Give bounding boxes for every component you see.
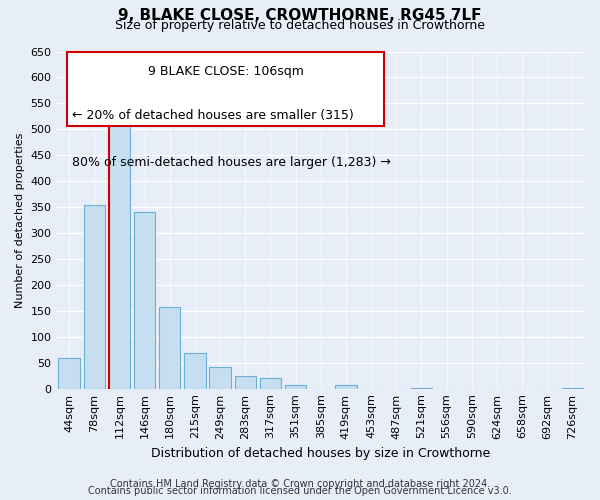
X-axis label: Distribution of detached houses by size in Crowthorne: Distribution of detached houses by size … xyxy=(151,447,490,460)
Text: Contains public sector information licensed under the Open Government Licence v3: Contains public sector information licen… xyxy=(88,486,512,496)
Text: Size of property relative to detached houses in Crowthorne: Size of property relative to detached ho… xyxy=(115,19,485,32)
FancyBboxPatch shape xyxy=(67,52,384,126)
Bar xyxy=(335,384,356,388)
Text: 80% of semi-detached houses are larger (1,283) →: 80% of semi-detached houses are larger (… xyxy=(73,156,391,169)
Bar xyxy=(58,358,80,388)
Bar xyxy=(285,384,307,388)
Bar xyxy=(109,108,130,388)
Bar xyxy=(159,307,181,388)
Text: 9 BLAKE CLOSE: 106sqm: 9 BLAKE CLOSE: 106sqm xyxy=(148,65,304,78)
Bar xyxy=(209,367,231,388)
Text: Contains HM Land Registry data © Crown copyright and database right 2024.: Contains HM Land Registry data © Crown c… xyxy=(110,479,490,489)
Bar xyxy=(83,204,105,388)
Text: ← 20% of detached houses are smaller (315): ← 20% of detached houses are smaller (31… xyxy=(73,109,354,122)
Y-axis label: Number of detached properties: Number of detached properties xyxy=(15,132,25,308)
Bar xyxy=(235,376,256,388)
Bar xyxy=(184,354,206,388)
Text: 9, BLAKE CLOSE, CROWTHORNE, RG45 7LF: 9, BLAKE CLOSE, CROWTHORNE, RG45 7LF xyxy=(118,8,482,22)
Bar xyxy=(134,212,155,388)
Bar xyxy=(260,378,281,388)
